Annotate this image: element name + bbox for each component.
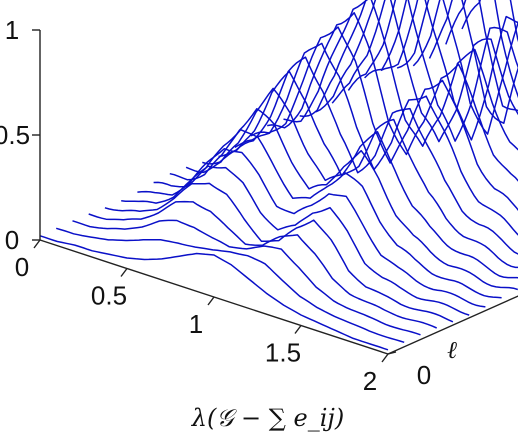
axes — [32, 29, 518, 363]
x-tick — [120, 268, 128, 277]
series-line — [202, 70, 518, 269]
x-tick — [33, 239, 41, 249]
y-tick — [387, 351, 397, 355]
series-line — [267, 12, 518, 182]
series-line — [185, 87, 518, 279]
z-tick-label: 0 — [5, 225, 19, 255]
series-lines — [39, 0, 518, 351]
series-line — [88, 200, 437, 329]
series-line — [331, 0, 518, 141]
series-line — [55, 227, 405, 344]
series-line — [121, 165, 470, 316]
series-line — [283, 0, 518, 151]
series-line — [218, 56, 518, 255]
x-tick-label: 0.5 — [91, 281, 127, 311]
series-line — [39, 235, 389, 351]
series-line — [104, 182, 454, 323]
z-tick-label: 0.5 — [0, 120, 30, 150]
series-line — [234, 42, 518, 236]
x-tick — [294, 325, 302, 334]
x-tick-label: 1 — [189, 309, 203, 339]
series-line — [315, 0, 518, 142]
series-line — [72, 219, 421, 336]
series-line — [137, 147, 486, 308]
x-axis-label: λ(𝒢 − ∑ e_ij) — [191, 404, 344, 432]
y-axis-label: ℓ — [447, 336, 457, 364]
y-tick-label: 0 — [417, 360, 431, 390]
series-line — [299, 0, 518, 143]
tick-labels: 00.511.520102000.51 — [0, 15, 431, 396]
series-line — [153, 128, 502, 299]
x-tick — [381, 353, 389, 363]
x-tick — [207, 296, 215, 306]
x-tick-label: 1.5 — [265, 338, 301, 368]
series-line — [347, 0, 518, 135]
z-tick-label: 1 — [5, 15, 19, 45]
x-tick-label: 0 — [15, 252, 29, 282]
series-line — [169, 108, 518, 291]
series-line — [250, 26, 518, 212]
y-axis-line — [387, 295, 518, 355]
x-tick-label: 2 — [363, 366, 377, 396]
